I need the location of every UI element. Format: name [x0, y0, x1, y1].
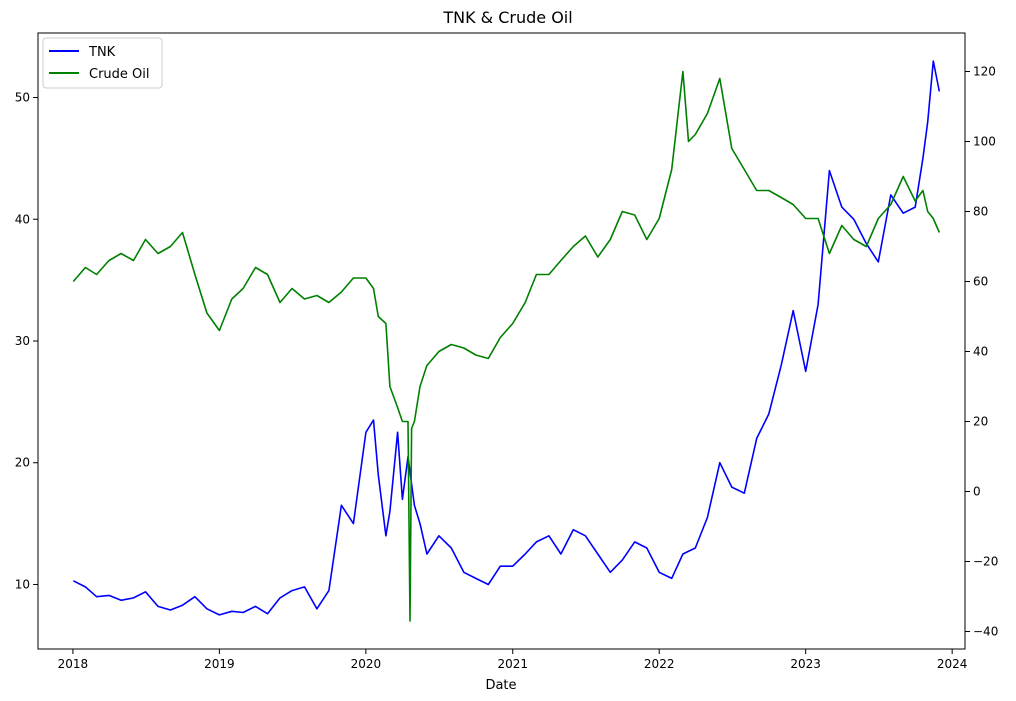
legend-label-crude-oil: Crude Oil	[89, 67, 150, 82]
legend: TNK Crude Oil	[42, 37, 163, 89]
y-right-tick-label: −40	[973, 625, 998, 639]
y-right-tick-label: 60	[973, 275, 988, 289]
series-line-tnk	[72, 60, 941, 616]
x-tick-label: 2019	[204, 657, 235, 671]
chart-title: TNK & Crude Oil	[442, 8, 572, 27]
y-right-tick-label: 80	[973, 205, 988, 219]
x-tick-label: 2020	[351, 657, 382, 671]
y-left-tick-label: 20	[15, 456, 30, 470]
y-right-tick-label: 40	[973, 345, 988, 359]
y-left-tick-label: 30	[15, 334, 30, 348]
x-tick-label: 2024	[937, 657, 968, 671]
y-left-tick-label: 10	[15, 577, 30, 591]
y-right-tick-label: 100	[973, 135, 996, 149]
x-tick-label: 2018	[58, 657, 89, 671]
y-right-tick-label: 0	[973, 485, 981, 499]
x-axis-title: Date	[485, 678, 516, 693]
plot-content	[72, 60, 941, 622]
x-tick-label: 2021	[497, 657, 528, 671]
x-axis: 2018 2019 2020 2021 2022 2023 2024	[58, 649, 968, 671]
x-tick-label: 2022	[644, 657, 675, 671]
y-axis-right: −40 −20 0 20 40 60 80 100 120	[965, 65, 998, 639]
y-right-tick-label: 120	[973, 65, 996, 79]
legend-label-tnk: TNK	[88, 45, 116, 60]
y-left-tick-label: 50	[15, 91, 30, 105]
y-left-tick-label: 40	[15, 212, 30, 226]
y-right-tick-label: 20	[973, 415, 988, 429]
y-axis-left: 10 20 30 40 50	[15, 91, 38, 591]
y-right-tick-label: −20	[973, 555, 998, 569]
x-tick-label: 2023	[790, 657, 821, 671]
series-line-crude-oil	[72, 70, 941, 622]
